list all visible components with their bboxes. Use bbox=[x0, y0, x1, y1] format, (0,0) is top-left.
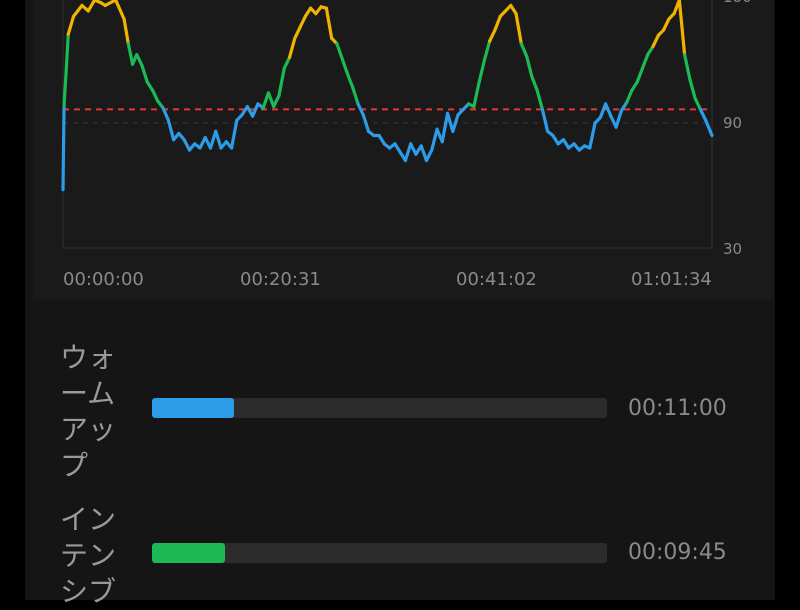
hr-segment-15 bbox=[140, 63, 149, 84]
y-tick-label-90: 90 bbox=[723, 114, 742, 132]
zone-bar-fill-intensive bbox=[152, 543, 225, 563]
hr-segment-81 bbox=[488, 28, 497, 43]
x-tick-label-1: 00:20:31 bbox=[240, 269, 321, 290]
hr-segment-74 bbox=[451, 113, 460, 133]
x-tick-label-2: 00:41:02 bbox=[456, 269, 537, 290]
hr-segment-102 bbox=[598, 102, 608, 120]
hr-segment-60 bbox=[377, 133, 386, 146]
hr-segment-103 bbox=[603, 102, 613, 118]
hr-segment-120 bbox=[693, 96, 703, 111]
x-tick-label-3: 01:01:34 bbox=[631, 269, 712, 290]
hr-segment-4 bbox=[71, 3, 84, 18]
hr-segment-16 bbox=[145, 80, 155, 92]
chart-series bbox=[61, 0, 714, 192]
hr-segment-55 bbox=[351, 85, 360, 106]
hr-segment-100 bbox=[588, 121, 597, 150]
hr-segment-3 bbox=[66, 14, 76, 36]
y-tick-label-180: 180 bbox=[723, 0, 752, 6]
hr-segment-93 bbox=[551, 133, 560, 146]
hr-segment-118 bbox=[683, 53, 692, 81]
hr-segment-32 bbox=[229, 118, 239, 150]
hr-segment-39 bbox=[266, 91, 276, 109]
hr-segment-110 bbox=[640, 53, 650, 70]
hr-segment-2 bbox=[64, 32, 70, 73]
hr-segment-14 bbox=[135, 53, 144, 68]
zone-bar-track-intensive bbox=[152, 543, 607, 563]
hr-segment-1 bbox=[62, 69, 68, 107]
hr-segment-112 bbox=[651, 33, 660, 49]
hr-segment-86 bbox=[514, 12, 523, 46]
hr-segment-63 bbox=[393, 142, 402, 154]
hr-segment-28 bbox=[208, 129, 218, 150]
hr-segment-108 bbox=[630, 80, 639, 92]
zone-time-intensive: 00:09:45 bbox=[628, 540, 727, 565]
y-tick-label-30: 30 bbox=[723, 240, 742, 258]
hr-segment-65 bbox=[403, 142, 413, 163]
hr-segment-44 bbox=[293, 25, 302, 40]
zone-bar-fill-warmup bbox=[152, 398, 234, 418]
hr-segment-105 bbox=[614, 109, 623, 129]
hr-segment-109 bbox=[635, 66, 645, 84]
x-axis-ticks: 00:00:00 00:20:31 00:41:02 01:01:34 bbox=[63, 269, 712, 290]
hr-segment-119 bbox=[688, 77, 697, 101]
hr-segment-85 bbox=[509, 3, 518, 16]
heart-rate-chart: 180 90 30 00:00:00 00:20:31 00:41:02 01:01:34 bbox=[61, 0, 752, 290]
hr-segment-29 bbox=[214, 129, 223, 150]
hr-segment-87 bbox=[519, 42, 529, 58]
hr-segment-90 bbox=[535, 88, 544, 111]
hr-segment-38 bbox=[261, 91, 271, 110]
hr-segment-70 bbox=[430, 127, 439, 152]
hr-segment-117 bbox=[677, 0, 687, 57]
hr-segment-79 bbox=[477, 58, 487, 84]
zone-time-warmup: 00:11:00 bbox=[628, 396, 727, 421]
hr-segment-50 bbox=[324, 6, 334, 40]
hr-segment-36 bbox=[251, 102, 260, 118]
hr-segment-23 bbox=[182, 138, 192, 152]
zone-row-intensive: インテンシブ 00:09:45 bbox=[25, 500, 775, 610]
zone-row-warmup: ウォームアップ 00:11:00 bbox=[25, 340, 775, 482]
hr-segment-9 bbox=[103, 0, 118, 8]
hr-segment-73 bbox=[445, 111, 455, 133]
hr-segment-54 bbox=[345, 72, 355, 90]
hr-segment-107 bbox=[625, 88, 634, 105]
hr-segment-106 bbox=[619, 100, 629, 113]
y-axis-ticks: 180 90 30 bbox=[723, 0, 752, 258]
hr-segment-17 bbox=[150, 88, 160, 103]
hr-segment-41 bbox=[277, 66, 286, 98]
zone-label-intensive: インテンシブ bbox=[60, 503, 117, 608]
hr-segment-89 bbox=[530, 74, 539, 92]
hr-segment-52 bbox=[335, 42, 344, 61]
hr-segment-19 bbox=[161, 106, 170, 122]
hr-segment-72 bbox=[440, 111, 450, 144]
hr-segment-45 bbox=[298, 14, 307, 29]
hr-segment-42 bbox=[282, 55, 292, 70]
hr-segment-12 bbox=[126, 42, 135, 66]
hr-segment-43 bbox=[287, 36, 297, 60]
hr-segment-80 bbox=[482, 39, 492, 62]
hr-segment-40 bbox=[272, 94, 281, 109]
hr-segment-10 bbox=[114, 0, 126, 21]
hr-segment-122 bbox=[704, 118, 714, 138]
hr-segment-0 bbox=[61, 103, 66, 192]
hr-segment-57 bbox=[361, 113, 371, 133]
hr-segment-95 bbox=[561, 138, 571, 150]
zone-label-warmup: ウォームアップ bbox=[60, 341, 117, 482]
hr-segment-121 bbox=[698, 107, 708, 122]
hr-segment-56 bbox=[356, 102, 365, 117]
hr-segment-20 bbox=[166, 118, 176, 142]
zone-bar-track-warmup bbox=[152, 398, 607, 418]
x-tick-label-0: 00:00:00 bbox=[63, 269, 144, 290]
hr-segment-111 bbox=[646, 44, 655, 57]
hr-segment-88 bbox=[524, 54, 534, 79]
hr-segment-66 bbox=[409, 142, 418, 156]
hr-segment-78 bbox=[472, 80, 481, 109]
hr-segment-53 bbox=[340, 57, 350, 76]
hr-segment-68 bbox=[419, 144, 429, 163]
hr-segment-114 bbox=[661, 17, 671, 32]
hr-segment-82 bbox=[493, 14, 502, 32]
hr-segment-11 bbox=[122, 17, 130, 46]
hr-segment-91 bbox=[540, 107, 550, 133]
hr-segment-69 bbox=[424, 148, 434, 163]
hr-segment-6 bbox=[86, 0, 97, 13]
